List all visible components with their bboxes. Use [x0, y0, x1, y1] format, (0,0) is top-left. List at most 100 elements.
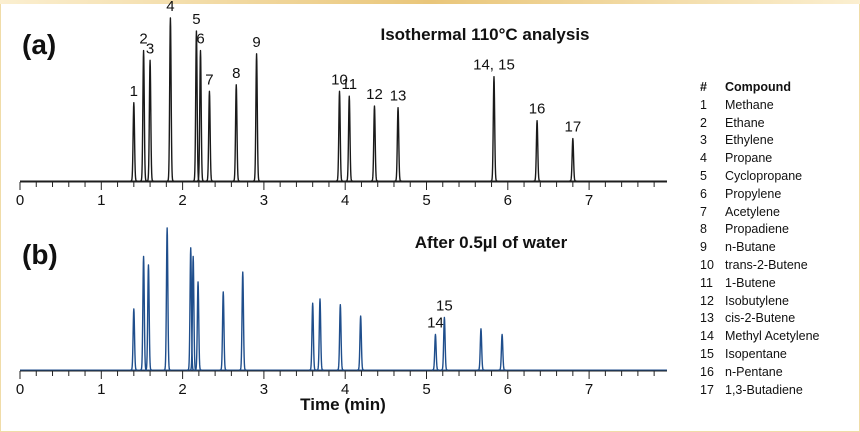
x-tick-label: 0	[16, 381, 24, 398]
chromatogram-peak	[166, 17, 175, 182]
chromatogram-peak	[498, 333, 507, 371]
legend-item: 15 Isopentane	[700, 346, 820, 364]
peak-label: 12	[366, 86, 383, 103]
legend-item-num: 11	[700, 275, 713, 290]
x-tick-label: 7	[585, 381, 593, 398]
chromatogram-peak	[186, 247, 195, 371]
legend-item-name: Isopentane	[725, 346, 787, 361]
chromatogram-peak	[431, 333, 440, 371]
chromatogram-peak	[144, 264, 153, 371]
x-tick-label: 6	[504, 192, 512, 209]
legend-item-name: Ethylene	[725, 133, 774, 148]
x-tick-label: 2	[178, 381, 186, 398]
legend-item-name: n-Butane	[725, 240, 776, 255]
x-tick-label: 2	[178, 192, 186, 209]
peak-label: 9	[252, 34, 260, 51]
peak-label: 2	[139, 31, 147, 48]
peak-label: 6	[196, 31, 204, 48]
chromatogram-peak	[194, 281, 202, 371]
legend-item-name: Ethane	[725, 115, 765, 130]
legend-item-name: n-Pentane	[725, 364, 783, 379]
chromatogram-peak	[146, 59, 155, 182]
legend-item-num: 12	[700, 293, 714, 308]
x-axis-title: Time (min)	[300, 395, 386, 414]
legend-item: 9 n-Butane	[700, 239, 820, 257]
legend-header-num: #	[700, 80, 707, 94]
legend-item: 1 Methane	[700, 97, 820, 115]
legend-item-num: 13	[700, 311, 714, 326]
chromatogram-peak	[129, 308, 138, 371]
x-tick-label: 5	[422, 381, 430, 398]
legend-item-name: Acetylene	[725, 204, 780, 219]
peak-label: 13	[390, 88, 407, 105]
x-tick-label: 0	[16, 192, 24, 209]
x-tick-label: 3	[260, 381, 268, 398]
chromatogram-peak	[335, 90, 344, 182]
legend-item: 12 Isobutylene	[700, 293, 820, 311]
legend-item-name: cis-2-Butene	[725, 311, 796, 326]
chromatogram-peak	[345, 95, 354, 182]
legend-item-num: 6	[700, 186, 707, 201]
x-tick-label: 3	[260, 192, 268, 209]
chromatogram-peak	[356, 315, 365, 371]
legend-item-num: 3	[700, 133, 707, 148]
peak-label: 5	[192, 11, 200, 28]
chromatogram-peak	[440, 316, 449, 371]
panel-label: (a)	[22, 29, 56, 60]
legend-item-num: 5	[700, 168, 707, 183]
legend-header-label: Compound	[725, 80, 791, 94]
peak-label: 15	[436, 297, 453, 314]
peak-label: 8	[232, 65, 240, 82]
chart-title: Isothermal 110°C analysis	[380, 25, 589, 44]
legend-item-num: 2	[700, 115, 707, 130]
peak-label: 17	[564, 119, 581, 136]
chromatogram-peak	[336, 303, 345, 371]
top-accent-bar	[0, 0, 860, 4]
legend-item-name: Propylene	[725, 186, 782, 201]
chromatogram-peak	[370, 105, 379, 182]
legend-item-num: 7	[700, 204, 707, 219]
chromatogram-peak	[490, 75, 498, 182]
x-tick-label: 4	[341, 381, 349, 398]
legend-item-num: 9	[700, 240, 707, 255]
chromatogram-peak	[394, 106, 402, 182]
legend-item-name: Isobutylene	[725, 293, 789, 308]
legend-item-num: 14	[700, 329, 714, 344]
legend-item: 8 Propadiene	[700, 221, 820, 239]
chromatogram-peak	[232, 84, 241, 182]
legend-item-num: 15	[700, 346, 714, 361]
x-tick-label: 1	[97, 381, 105, 398]
legend-item: 10 trans-2-Butene	[700, 257, 820, 275]
legend-item-num: 17	[700, 382, 714, 397]
chromatogram-peak	[252, 53, 261, 182]
chart-title: After 0.5µl of water	[415, 233, 568, 252]
peak-label: 3	[146, 40, 154, 57]
legend-item: 13 cis-2-Butene	[700, 310, 820, 328]
peak-label: 11	[341, 76, 357, 93]
x-tick-label: 7	[585, 192, 593, 209]
legend-item-name: Methyl Acetylene	[725, 329, 820, 344]
legend-item: 4 Propane	[700, 150, 820, 168]
peak-label: 7	[205, 71, 213, 88]
legend-item-name: Propane	[725, 151, 773, 166]
x-tick-label: 5	[422, 192, 430, 209]
chromatogram-peak	[129, 102, 138, 182]
chromatogram-peak	[316, 298, 324, 371]
x-tick-label: 6	[504, 381, 512, 398]
compound-legend: # Compound 1 Methane 2 Ethane 3 Ethylene 4 Prop…	[700, 79, 820, 399]
chromatogram-peak	[163, 227, 172, 371]
legend-item-name: Cyclopropane	[725, 168, 803, 183]
x-tick-label: 4	[341, 192, 349, 209]
chromatogram-peak	[139, 255, 148, 371]
legend-item: 2 Ethane	[700, 115, 820, 133]
x-tick-label: 1	[97, 192, 105, 209]
chromatogram-peak	[308, 302, 317, 371]
chromatogram-peak	[533, 119, 541, 182]
legend-item-name: 1-Butene	[725, 275, 776, 290]
legend-item-num: 10	[700, 257, 714, 272]
peak-label: 14	[427, 315, 444, 332]
legend-item: 7 Acetylene	[700, 204, 820, 222]
chromatogram-peak	[477, 328, 485, 371]
panel-label: (b)	[22, 239, 58, 270]
